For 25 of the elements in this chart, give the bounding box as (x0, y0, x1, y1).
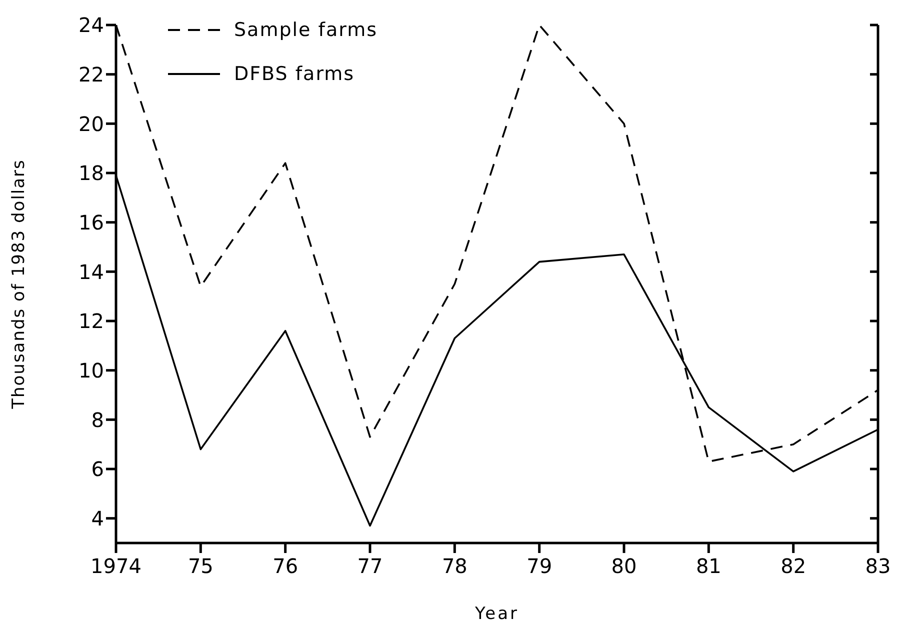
y-tick-label: 8 (91, 408, 104, 432)
x-tick-label: 82 (780, 554, 806, 578)
x-tick-label: 78 (442, 554, 468, 578)
x-axis-title: Year (474, 604, 519, 624)
legend-label: DFBS farms (234, 63, 355, 85)
y-axis-title: Thousands of 1983 dollars (9, 159, 30, 410)
y-tick-label: 10 (78, 358, 104, 382)
y-tick-label: 6 (91, 457, 104, 482)
x-tick-label: 83 (865, 554, 891, 578)
x-tick-label: 75 (188, 554, 214, 578)
y-tick-label: 14 (78, 260, 104, 284)
y-tick-label: 4 (91, 506, 104, 530)
x-tick-label: 1974 (90, 554, 142, 578)
legend-label: Sample farms (234, 19, 378, 41)
y-tick-label: 24 (78, 13, 104, 38)
y-tick-label: 18 (78, 161, 104, 186)
y-tick-label: 20 (78, 112, 104, 136)
x-tick-label: 79 (526, 554, 552, 578)
x-tick-label: 77 (357, 554, 383, 578)
y-tick-label: 12 (78, 309, 104, 334)
x-tick-label: 81 (696, 554, 722, 578)
y-tick-label: 16 (78, 210, 104, 234)
x-tick-label: 80 (611, 554, 637, 578)
y-tick-label: 22 (78, 62, 104, 86)
x-tick-label: 76 (272, 554, 298, 578)
